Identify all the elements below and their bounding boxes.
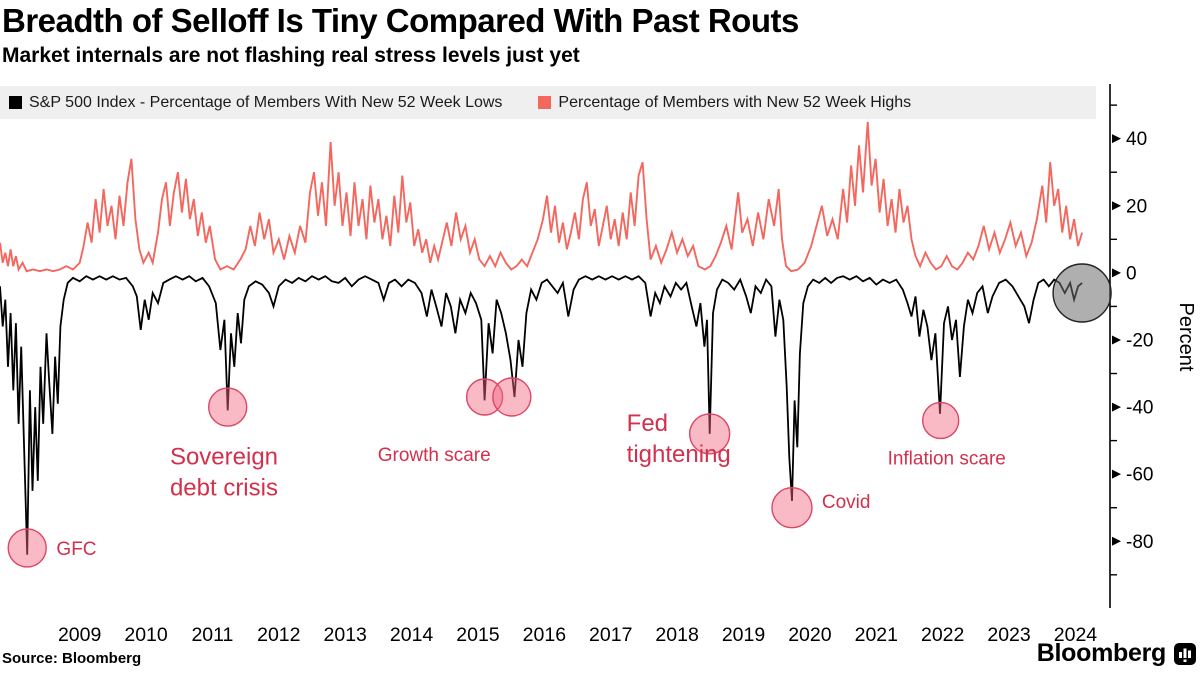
y-tick-arrow	[1112, 402, 1121, 412]
y-axis-title: Percent	[1175, 303, 1197, 372]
annotation-circle-growth-scare	[492, 377, 532, 417]
y-tick-label: 40	[1126, 129, 1147, 150]
y-tick-label: 20	[1126, 196, 1147, 217]
y-tick-arrow	[1112, 469, 1121, 479]
y-tick-arrow	[1112, 268, 1121, 278]
x-tick-label: 2023	[987, 624, 1030, 646]
bloomberg-logo: Bloomberg	[1037, 639, 1196, 668]
x-tick-label: 2021	[855, 624, 898, 646]
x-tick-label: 2017	[589, 624, 632, 646]
legend-item-highs-label: Percentage of Members with New 52 Week H…	[558, 93, 912, 111]
x-tick-label: 2024	[1054, 624, 1098, 646]
annotation-label-fed-tightening: tightening	[627, 441, 731, 468]
highs-series-swatch	[538, 96, 552, 109]
y-tick-label: -40	[1126, 398, 1153, 419]
source-note: Source: Bloomberg	[2, 650, 142, 667]
y-tick-label: -20	[1126, 330, 1153, 351]
y-tick-label: -60	[1126, 465, 1153, 486]
bloomberg-bars-icon	[1174, 642, 1196, 665]
annotation-circle-sovereign-debt-crisis	[208, 387, 248, 427]
y-tick-arrow	[1112, 335, 1121, 345]
annotation-circle-current	[1052, 263, 1112, 323]
x-tick-label: 2022	[921, 624, 964, 646]
annotation-label-sovereign-debt-crisis: debt crisis	[170, 474, 278, 501]
y-tick-label: 0	[1126, 263, 1137, 284]
y-tick-arrow	[1112, 201, 1121, 211]
x-tick-label: 2016	[523, 624, 566, 646]
legend: S&P 500 Index - Percentage of Members Wi…	[0, 86, 1096, 119]
annotation-circle-covid	[771, 487, 813, 529]
x-tick-label: 2009	[58, 624, 101, 646]
x-tick-label: 2019	[722, 624, 765, 646]
annotation-circle-gfc	[7, 528, 47, 568]
annotation-label-fed-tightening: Fed	[627, 410, 668, 437]
x-tick-label: 2018	[655, 624, 698, 646]
x-tick-label: 2014	[390, 624, 434, 646]
annotation-label-growth-scare: Growth scare	[378, 445, 491, 466]
legend-item-lows-label: S&P 500 Index - Percentage of Members Wi…	[29, 93, 503, 111]
chart-title: Breadth of Selloff Is Tiny Compared With…	[2, 2, 799, 39]
x-tick-label: 2012	[257, 624, 300, 646]
annotation-circle-fed-tightening	[688, 413, 731, 455]
x-tick-label: 2020	[788, 624, 832, 646]
x-tick-label: 2011	[191, 624, 233, 646]
chart-subtitle: Market internals are not flashing real s…	[2, 44, 580, 67]
y-tick-arrow	[1112, 536, 1121, 546]
annotation-label-sovereign-debt-crisis: Sovereign	[170, 443, 278, 470]
bloomberg-logo-text: Bloomberg	[1036, 639, 1167, 667]
annotation-label-gfc: GFC	[56, 539, 96, 560]
annotation-circle-inflation-scare	[921, 401, 960, 440]
x-tick-label: 2010	[124, 624, 168, 646]
highs-series-line	[0, 121, 1084, 273]
annotation-label-covid: Covid	[822, 492, 871, 513]
annotation-label-inflation-scare: Inflation scare	[888, 448, 1006, 469]
lows-series-swatch	[9, 96, 22, 109]
lows-series-line	[0, 275, 1083, 555]
x-tick-label: 2015	[456, 624, 500, 646]
legend-item-highs: Percentage of Members with New 52 Week H…	[538, 94, 911, 112]
y-tick-label: -80	[1126, 532, 1153, 553]
annotation-circle-growth-scare	[465, 378, 504, 416]
x-tick-label: 2013	[324, 624, 367, 646]
y-tick-arrow	[1112, 134, 1121, 144]
legend-item-lows: S&P 500 Index - Percentage of Members Wi…	[9, 94, 502, 112]
